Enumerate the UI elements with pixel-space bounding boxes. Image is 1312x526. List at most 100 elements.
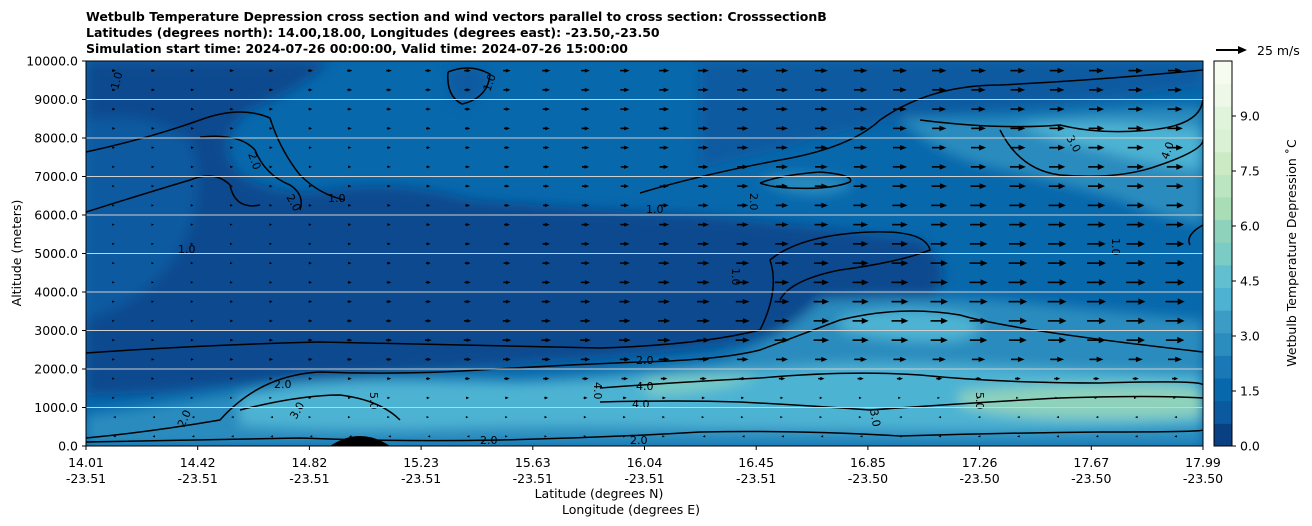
wind-vector-head (1056, 376, 1061, 381)
wind-vector-head (190, 261, 194, 265)
wind-vector-head (583, 415, 587, 419)
wind-vector-head (1098, 336, 1106, 344)
wind-vector-head (152, 415, 156, 419)
colorbar-swatch (1214, 332, 1232, 356)
wind-vector-head (348, 146, 352, 150)
wind-vector-head (427, 299, 432, 304)
wind-vector-head (742, 318, 750, 324)
colorbar-swatch (1214, 151, 1232, 175)
y-tick-label: 7000.0 (34, 169, 78, 184)
wind-vector-head (740, 415, 744, 419)
wind-vector-head (1138, 317, 1146, 325)
wind-vector-head (466, 261, 471, 265)
wind-vector-head (308, 184, 312, 188)
wind-vector-head (348, 396, 351, 400)
wind-vector-head (112, 396, 115, 400)
y-axis: 0.0 1000.0 2000.0 3000.0 4000.0 5000.0 6000.0 7… (26, 54, 86, 454)
wind-vector-head (1097, 163, 1105, 170)
wind-vector-head (900, 164, 908, 170)
wind-vector-head (505, 415, 508, 419)
wind-vector-head (701, 415, 705, 419)
wind-vector-head (1099, 298, 1107, 305)
wind-vector-head (662, 435, 665, 438)
wind-vector-head (980, 279, 988, 286)
wind-vector-head (1138, 336, 1146, 344)
x-tick-label-lon: -23.50 (1183, 471, 1223, 486)
wind-vector-head (664, 337, 671, 343)
wind-vector-head (505, 165, 510, 169)
wind-vector-head (112, 146, 116, 149)
wind-vector-head (624, 87, 630, 92)
wind-vector-head (1017, 415, 1020, 419)
wind-vector-head (1059, 317, 1067, 325)
wind-vector-head (623, 415, 626, 419)
x-tick-label-lat: 17.26 (962, 455, 998, 470)
y-tick-label: 2000.0 (34, 362, 78, 377)
wind-vector-head (979, 183, 987, 190)
wind-vector-head (1018, 87, 1026, 93)
contour-2-0-loop (759, 171, 852, 190)
wind-vector-head (623, 435, 626, 438)
wind-vector-head (663, 164, 669, 169)
wind-vector-head (1059, 240, 1067, 248)
wind-vector-head (781, 376, 786, 381)
wind-vector-head (466, 299, 472, 304)
wind-vector-head (781, 106, 789, 112)
wind-vector-head (347, 415, 351, 419)
colorbar-swatch (1214, 196, 1232, 221)
y-tick-label: 0.0 (58, 439, 78, 454)
wind-vector-head (112, 69, 116, 73)
field-west-lobe (86, 117, 198, 320)
wind-vector-head (269, 396, 272, 400)
wind-vector-head (900, 183, 908, 189)
x-tick-label-lat: 14.01 (68, 455, 104, 470)
wind-vector-head (112, 107, 116, 111)
wind-vector-head (112, 300, 115, 303)
wind-vector-head (309, 107, 313, 111)
wind-vector-head (309, 88, 313, 92)
colorbar-tick-label: 3.0 (1240, 329, 1260, 344)
x-axis-label-latitude: Latitude (degrees N) (535, 486, 664, 501)
wind-vector-head (1135, 356, 1143, 363)
wind-vector-head (1019, 240, 1027, 248)
contour-2-0-lower (86, 310, 1203, 439)
wind-vector-head (1177, 259, 1185, 267)
wind-vector-head (624, 126, 630, 131)
wind-vector-head (387, 280, 392, 284)
wind-vector-head (1135, 435, 1138, 438)
wind-vector-head (1020, 279, 1028, 286)
wind-vector-head (270, 435, 273, 438)
wind-vector-head (269, 300, 273, 303)
colorbar-swatch (1214, 378, 1232, 402)
wind-vector-head (980, 298, 988, 305)
wind-vector-head (308, 280, 313, 284)
wind-vector-head (308, 223, 312, 226)
colorbar-tick-label: 9.0 (1240, 109, 1260, 124)
wind-vector-head (387, 300, 392, 304)
wind-key: 25 m/s (1216, 43, 1300, 58)
wind-vector-head (190, 338, 194, 342)
wind-vector-head (977, 415, 981, 419)
wind-vector-head (1137, 221, 1145, 228)
wind-vector-head (860, 145, 868, 151)
wind-vector-head (1018, 106, 1026, 112)
wind-vector-head (191, 435, 195, 438)
wind-vector-head (309, 319, 313, 323)
wind-vector-head (230, 127, 234, 130)
wind-vector-head (387, 377, 392, 381)
wind-vector-head (624, 184, 629, 189)
wind-vector-head (1058, 183, 1066, 190)
y-tick-label: 5000.0 (34, 246, 78, 261)
wind-vector-head (781, 356, 789, 362)
wind-vector-head (388, 435, 391, 438)
wind-vector-head (348, 204, 352, 207)
wind-vector-head (231, 435, 234, 438)
wind-vector-head (938, 435, 942, 438)
wind-vector-head (703, 68, 709, 73)
colorbar-swatch (1214, 128, 1232, 153)
wind-vector-head (1094, 396, 1098, 400)
wind-vector-head (427, 280, 431, 285)
wind-vector-head (348, 300, 352, 304)
wind-vector-head (821, 356, 828, 362)
